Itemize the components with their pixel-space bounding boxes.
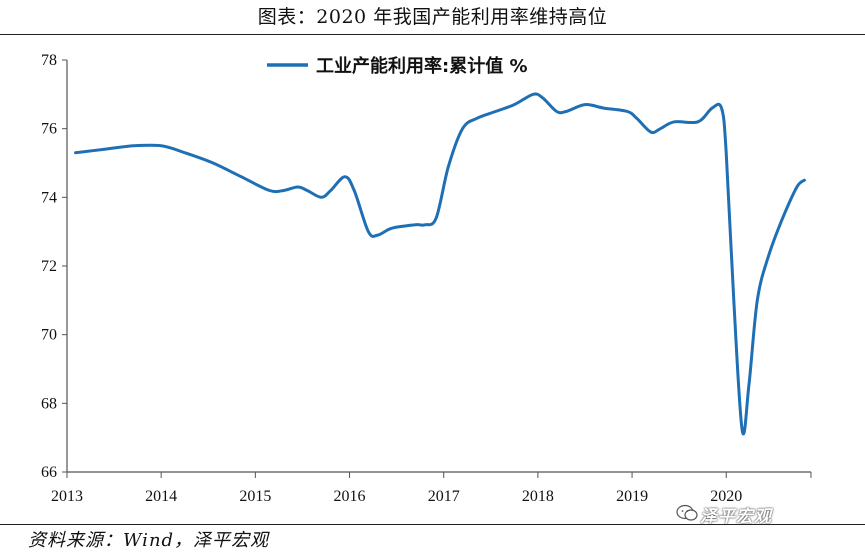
- y-tick-label: 76: [41, 121, 57, 138]
- x-tick-label: 2018: [522, 488, 554, 505]
- x-tick-label: 2013: [51, 488, 83, 505]
- series-line: [74, 92, 806, 436]
- legend-label: 工业产能利用率:累计值 %: [316, 55, 528, 77]
- y-tick-label: 78: [41, 52, 57, 69]
- wechat-icon: [676, 504, 698, 521]
- series-group: [74, 92, 806, 436]
- watermark: 泽平宏观: [700, 507, 772, 527]
- axes: [62, 59, 812, 478]
- x-tick-label: 2019: [616, 488, 648, 505]
- x-tick-label: 2017: [428, 488, 460, 505]
- y-tick-label: 70: [41, 327, 57, 344]
- x-tick-label: 2015: [239, 488, 271, 505]
- top-rule: [0, 34, 865, 35]
- x-tick-label: 2020: [710, 488, 742, 505]
- x-tick-label: 2016: [334, 488, 366, 505]
- source-note: 资料来源：Wind，泽平宏观: [28, 530, 270, 551]
- y-tick-label: 66: [41, 464, 57, 481]
- page-title: 图表：2020 年我国产能利用率维持高位: [257, 6, 608, 28]
- y-tick-label: 74: [41, 189, 57, 206]
- bottom-rule: [0, 524, 865, 525]
- y-tick-label: 72: [41, 258, 57, 275]
- tick-labels: 66 68 70 72 74 76 78 2013 2014 2015 2016 2017 2018 20…: [41, 52, 742, 505]
- x-tick-label: 2014: [145, 488, 177, 505]
- y-tick-label: 68: [41, 395, 57, 412]
- legend: 工业产能利用率:累计值 %: [267, 55, 528, 77]
